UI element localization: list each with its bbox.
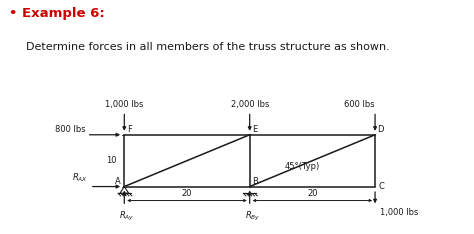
Text: C: C — [379, 182, 385, 191]
Text: 20: 20 — [307, 189, 318, 198]
Text: $R_{AX}$: $R_{AX}$ — [72, 172, 88, 184]
Text: 2,000 lbs: 2,000 lbs — [230, 100, 269, 109]
Text: 20: 20 — [182, 189, 192, 198]
Text: 1,000 lbs: 1,000 lbs — [380, 208, 419, 217]
Text: 1,000 lbs: 1,000 lbs — [105, 100, 144, 109]
Text: 600 lbs: 600 lbs — [345, 100, 375, 109]
Text: A: A — [116, 176, 121, 186]
Text: $R_{By}$: $R_{By}$ — [245, 210, 261, 223]
Text: F: F — [128, 125, 132, 134]
Text: E: E — [252, 125, 257, 134]
Text: 45°(Typ): 45°(Typ) — [284, 162, 319, 171]
Text: $R_{Ay}$: $R_{Ay}$ — [118, 210, 134, 223]
Text: 800 lbs: 800 lbs — [55, 125, 85, 134]
Text: • Example 6:: • Example 6: — [9, 7, 104, 20]
Text: D: D — [378, 125, 384, 134]
Text: Determine forces in all members of the truss structure as shown.: Determine forces in all members of the t… — [26, 42, 390, 52]
Text: 10: 10 — [106, 156, 116, 165]
Text: B: B — [252, 176, 258, 186]
